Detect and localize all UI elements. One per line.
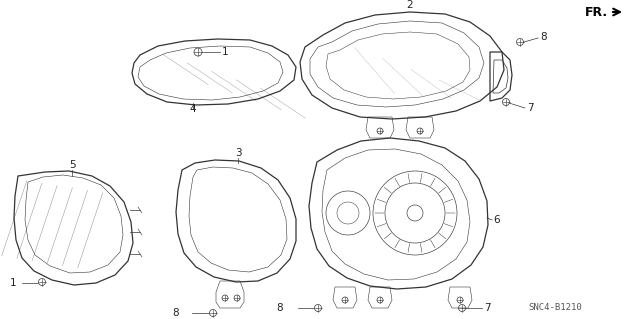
Text: 7: 7 bbox=[527, 103, 534, 113]
Text: 7: 7 bbox=[484, 303, 491, 313]
Text: 1: 1 bbox=[222, 47, 228, 57]
Text: SNC4-B1210: SNC4-B1210 bbox=[528, 303, 582, 312]
Text: 2: 2 bbox=[406, 0, 413, 10]
Text: 8: 8 bbox=[276, 303, 283, 313]
Text: 5: 5 bbox=[68, 160, 76, 170]
Text: 8: 8 bbox=[540, 32, 547, 42]
Text: 3: 3 bbox=[235, 148, 241, 158]
Text: 6: 6 bbox=[493, 215, 500, 225]
Text: 1: 1 bbox=[10, 278, 17, 288]
Text: 4: 4 bbox=[189, 104, 196, 114]
Text: FR.: FR. bbox=[585, 5, 608, 19]
Text: 8: 8 bbox=[172, 308, 179, 318]
